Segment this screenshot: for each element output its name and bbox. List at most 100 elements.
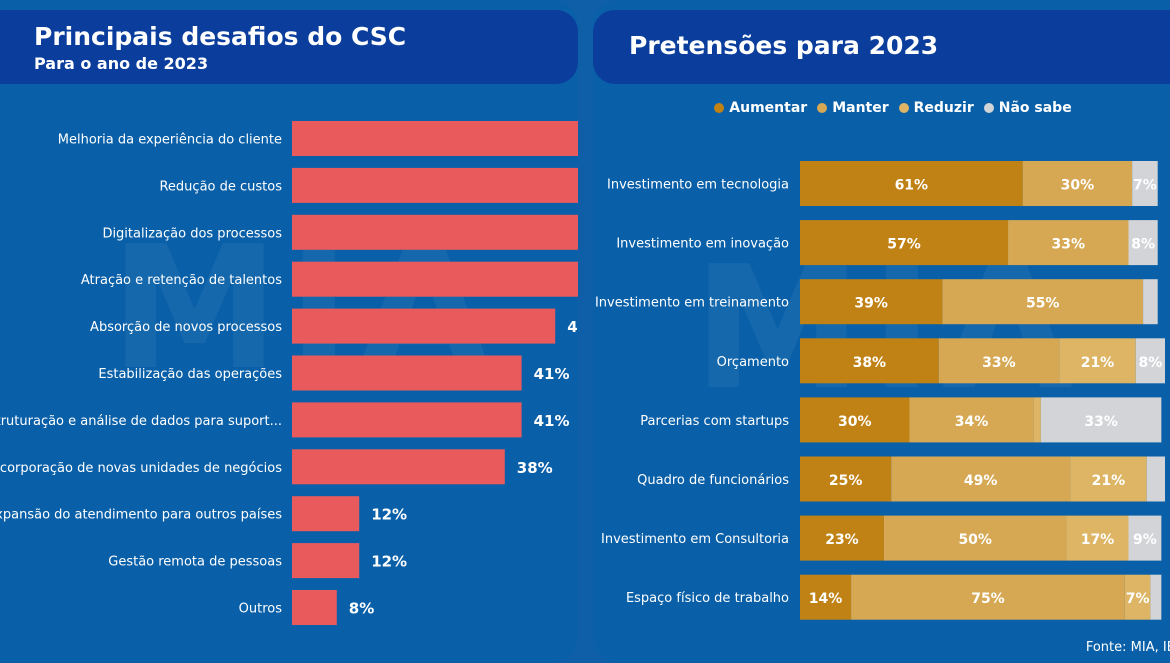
stack-segment [800,220,1009,266]
intention-category-label: Investimento em treinamento [595,296,789,311]
segment-value-label: 33% [1084,414,1118,430]
intention-category-label: Parcerias com startups [640,414,789,429]
stack-segment [909,397,1034,443]
stack-segment [938,338,1060,384]
legend-label: Reduzir [913,100,974,116]
segment-value-label: 49% [964,473,998,489]
challenge-bar [292,402,522,438]
stack-segment [1070,456,1147,502]
challenge-category-label: Gestão remota de pessoas [108,555,282,570]
legend-item: Reduzir [898,100,974,116]
challenge-bar [292,355,522,391]
intention-category-label: Investimento em Consultoria [601,532,789,547]
segment-value-label: 75% [971,591,1005,607]
challenge-category-label: Atração e retenção de talentos [81,273,282,288]
challenge-bar [292,308,556,344]
segment-value-label: 55% [1026,296,1060,312]
challenge-value-label: 47% [567,318,578,336]
segment-value-label: 7% [1133,178,1157,194]
stack-segment [800,338,939,384]
stack-segment [1033,397,1041,443]
intentions-legend: Aumentar Manter Reduzir Não sabe [593,100,1170,116]
legend-label: Aumentar [729,100,808,116]
challenge-value-label: 41% [534,412,570,430]
segment-value-label: 7% [1126,591,1150,607]
intention-category-label: Quadro de funcionários [637,473,789,488]
intentions-panel: MIA Pretensões para 2023 Aumentar Manter R… [593,0,1170,663]
stack-segment [1040,397,1162,443]
legend-label: Manter [832,100,889,116]
stack-segment [800,574,852,620]
stack-segment [800,397,910,443]
stack-segment [1059,338,1136,384]
stack-segment [1128,220,1158,266]
segment-value-label: 23% [825,532,859,548]
challenge-bar [292,543,360,579]
challenge-bar [292,590,337,625]
stack-segment [851,574,1125,620]
stack-segment [800,456,892,502]
legend-item: Não sabe [983,100,1072,116]
segment-value-label: 14% [809,591,843,607]
challenges-bar-chart: Melhoria da experiência do cliente73%Red… [0,121,578,625]
stack-segment [942,279,1144,325]
intention-category-label: Espaço físico de trabalho [626,591,789,606]
challenge-value-label: 8% [349,600,374,618]
segment-value-label: 34% [955,414,989,430]
stack-segment [1150,574,1162,620]
segment-value-label: 30% [838,414,872,430]
stack-segment [1124,574,1151,620]
stack-segment [800,515,884,561]
source-note: Fonte: MIA, IEG [1085,640,1170,655]
intention-category-label: Investimento em inovação [616,237,789,252]
intentions-stacked-bar-chart: Investimento em tecnologia 61% 30% 7% Invest… [595,161,1165,620]
stack-segment [1146,456,1165,502]
challenge-category-label: Redução de custos [159,179,282,194]
stack-segment [800,161,1023,206]
segment-value-label: 38% [853,355,887,371]
segment-value-label: 30% [1061,178,1095,194]
stack-segment [1008,220,1129,266]
segment-value-label: 17% [1081,532,1115,548]
challenge-value-label: 12% [371,553,407,571]
stack-segment [1066,515,1129,561]
stack-segment [883,515,1067,561]
intentions-header: Pretensões para 2023 [593,10,1170,84]
segment-value-label: 25% [829,473,863,489]
segment-value-label: 21% [1092,473,1126,489]
stack-segment [1143,279,1158,325]
challenge-value-label: 12% [371,506,407,524]
challenge-bar [292,261,578,297]
stack-segment [1128,515,1162,561]
challenge-category-label: Expansão do atendimento para outros país… [0,508,282,523]
stack-segment [891,456,1071,502]
stack-segment [800,279,943,325]
challenge-value-label: 41% [534,365,570,383]
legend-swatch [983,103,994,113]
segment-value-label: 39% [854,296,888,312]
legend-item: Aumentar [714,100,807,116]
legend-item: Manter [817,100,889,116]
challenge-bar [292,167,578,203]
intention-category-label: Orçamento [717,355,789,370]
legend-swatch [817,103,828,113]
challenges-title: Principais desafios do CSC [34,22,407,51]
challenge-category-label: Incorporação de novas unidades de negóci… [0,461,282,476]
segment-value-label: 61% [895,178,929,194]
challenge-bar [292,214,578,250]
legend-swatch [898,103,909,113]
challenge-bar [292,496,360,532]
challenges-header: Principais desafios do CSC Para o ano de… [0,10,578,84]
segment-value-label: 21% [1081,355,1115,371]
challenge-category-label: Melhoria da experiência do cliente [58,133,282,148]
segment-value-label: 50% [958,532,992,548]
stack-segment [1132,161,1158,206]
challenge-value-label: 38% [517,459,553,477]
challenge-bar [292,449,505,485]
segment-value-label: 8% [1139,355,1163,371]
intention-category-label: Investimento em tecnologia [607,178,789,193]
intentions-title: Pretensões para 2023 [629,31,939,60]
challenge-category-label: Digitalização dos processos [102,226,282,241]
stack-segment [1022,161,1133,206]
segment-value-label: 33% [1052,237,1086,253]
